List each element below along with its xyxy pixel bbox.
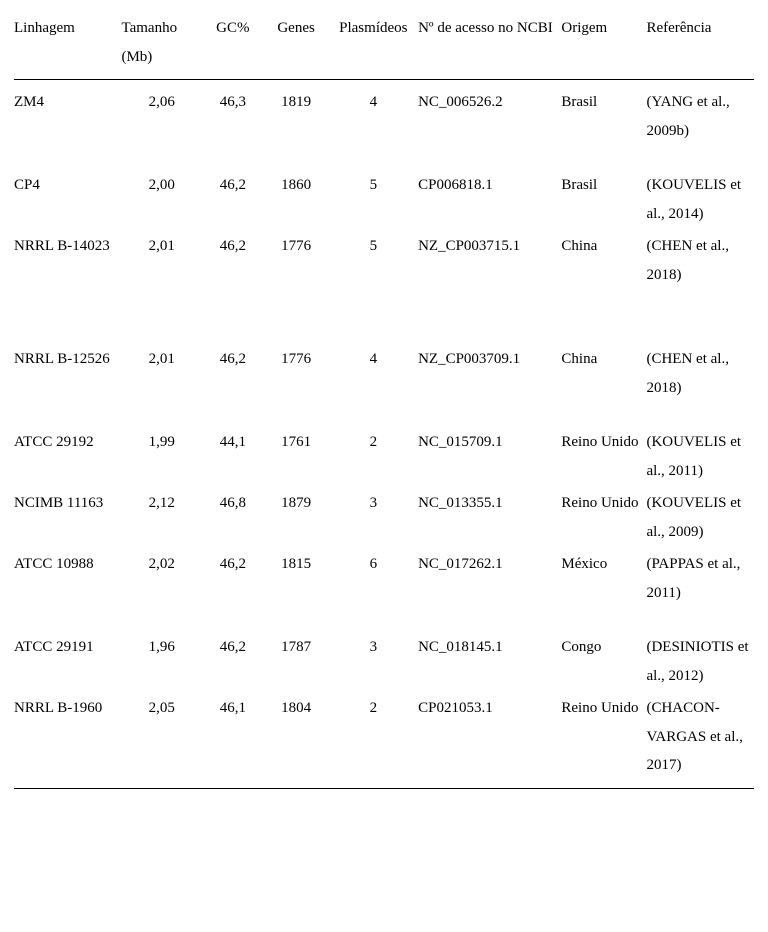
cell-plasmideos: 3 <box>329 489 419 550</box>
cell-ncbi: NC_017262.1 <box>418 550 561 629</box>
col-header-plasmideos: Plasmídeos <box>329 10 419 80</box>
cell-plasmideos: 3 <box>329 629 419 694</box>
col-header-gc: GC% <box>202 10 264 80</box>
cell-origem: México <box>561 550 646 629</box>
cell-gc: 46,8 <box>202 489 264 550</box>
cell-linhagem: NRRL B-12526 <box>14 319 121 424</box>
cell-genes: 1819 <box>264 80 329 168</box>
cell-origem: China <box>561 232 646 319</box>
cell-origem: Congo <box>561 629 646 694</box>
cell-ncbi: NC_015709.1 <box>418 424 561 489</box>
cell-plasmideos: 4 <box>329 319 419 424</box>
cell-plasmideos: 5 <box>329 167 419 232</box>
cell-gc: 46,2 <box>202 319 264 424</box>
table-row: CP42,0046,218605CP006818.1Brasil(KOUVELI… <box>14 167 754 232</box>
cell-origem: Brasil <box>561 80 646 168</box>
cell-origem: Reino Unido <box>561 489 646 550</box>
cell-linhagem: ZM4 <box>14 80 121 168</box>
cell-origem: Reino Unido <box>561 694 646 788</box>
cell-tamanho: 2,06 <box>121 80 202 168</box>
cell-tamanho: 1,99 <box>121 424 202 489</box>
genome-table: Linhagem Tamanho (Mb) GC% Genes Plasmíde… <box>14 10 754 789</box>
cell-origem: China <box>561 319 646 424</box>
cell-tamanho: 2,02 <box>121 550 202 629</box>
cell-linhagem: NCIMB 11163 <box>14 489 121 550</box>
cell-genes: 1879 <box>264 489 329 550</box>
cell-genes: 1761 <box>264 424 329 489</box>
col-header-tamanho: Tamanho (Mb) <box>121 10 202 80</box>
cell-tamanho: 2,01 <box>121 232 202 319</box>
cell-ref: (PAPPAS et al., 2011) <box>646 550 754 629</box>
cell-tamanho: 2,00 <box>121 167 202 232</box>
cell-linhagem: NRRL B-1960 <box>14 694 121 788</box>
cell-gc: 46,2 <box>202 232 264 319</box>
cell-ref: (KOUVELIS et al., 2009) <box>646 489 754 550</box>
cell-genes: 1860 <box>264 167 329 232</box>
cell-genes: 1776 <box>264 319 329 424</box>
cell-ncbi: NZ_CP003715.1 <box>418 232 561 319</box>
table-header-row: Linhagem Tamanho (Mb) GC% Genes Plasmíde… <box>14 10 754 80</box>
cell-ref: (CHEN et al., 2018) <box>646 319 754 424</box>
cell-linhagem: ATCC 29192 <box>14 424 121 489</box>
cell-ref: (KOUVELIS et al., 2014) <box>646 167 754 232</box>
cell-gc: 46,3 <box>202 80 264 168</box>
cell-origem: Reino Unido <box>561 424 646 489</box>
cell-ref: (KOUVELIS et al., 2011) <box>646 424 754 489</box>
table-row: NCIMB 111632,1246,818793NC_013355.1Reino… <box>14 489 754 550</box>
cell-ref: (YANG et al., 2009b) <box>646 80 754 168</box>
cell-tamanho: 2,01 <box>121 319 202 424</box>
cell-plasmideos: 2 <box>329 424 419 489</box>
cell-linhagem: CP4 <box>14 167 121 232</box>
col-header-genes: Genes <box>264 10 329 80</box>
cell-ncbi: CP021053.1 <box>418 694 561 788</box>
cell-ncbi: CP006818.1 <box>418 167 561 232</box>
table-row: NRRL B-125262,0146,217764NZ_CP003709.1Ch… <box>14 319 754 424</box>
cell-plasmideos: 6 <box>329 550 419 629</box>
cell-ncbi: NC_013355.1 <box>418 489 561 550</box>
cell-linhagem: ATCC 29191 <box>14 629 121 694</box>
cell-gc: 46,2 <box>202 629 264 694</box>
cell-tamanho: 2,05 <box>121 694 202 788</box>
table-row: NRRL B-19602,0546,118042CP021053.1Reino … <box>14 694 754 788</box>
table-row: NRRL B-140232,0146,217765NZ_CP003715.1Ch… <box>14 232 754 319</box>
cell-ncbi: NC_006526.2 <box>418 80 561 168</box>
cell-ref: (CHEN et al., 2018) <box>646 232 754 319</box>
cell-gc: 46,1 <box>202 694 264 788</box>
cell-genes: 1776 <box>264 232 329 319</box>
col-header-linhagem: Linhagem <box>14 10 121 80</box>
cell-genes: 1815 <box>264 550 329 629</box>
cell-gc: 46,2 <box>202 167 264 232</box>
cell-genes: 1787 <box>264 629 329 694</box>
table-row: ATCC 291911,9646,217873NC_018145.1Congo(… <box>14 629 754 694</box>
cell-tamanho: 1,96 <box>121 629 202 694</box>
cell-plasmideos: 4 <box>329 80 419 168</box>
col-header-origem: Origem <box>561 10 646 80</box>
cell-gc: 44,1 <box>202 424 264 489</box>
col-header-ncbi: Nº de acesso no NCBI <box>418 10 561 80</box>
cell-ref: (DESINIOTIS et al., 2012) <box>646 629 754 694</box>
cell-ref: (CHACON-VARGAS et al., 2017) <box>646 694 754 788</box>
cell-linhagem: ATCC 10988 <box>14 550 121 629</box>
cell-linhagem: NRRL B-14023 <box>14 232 121 319</box>
cell-ncbi: NZ_CP003709.1 <box>418 319 561 424</box>
table-body: ZM42,0646,318194NC_006526.2Brasil(YANG e… <box>14 80 754 789</box>
cell-genes: 1804 <box>264 694 329 788</box>
table-row: ATCC 291921,9944,117612NC_015709.1Reino … <box>14 424 754 489</box>
cell-plasmideos: 5 <box>329 232 419 319</box>
cell-origem: Brasil <box>561 167 646 232</box>
cell-gc: 46,2 <box>202 550 264 629</box>
col-header-ref: Referência <box>646 10 754 80</box>
table-row: ZM42,0646,318194NC_006526.2Brasil(YANG e… <box>14 80 754 168</box>
cell-tamanho: 2,12 <box>121 489 202 550</box>
table-row: ATCC 109882,0246,218156NC_017262.1México… <box>14 550 754 629</box>
cell-ncbi: NC_018145.1 <box>418 629 561 694</box>
cell-plasmideos: 2 <box>329 694 419 788</box>
